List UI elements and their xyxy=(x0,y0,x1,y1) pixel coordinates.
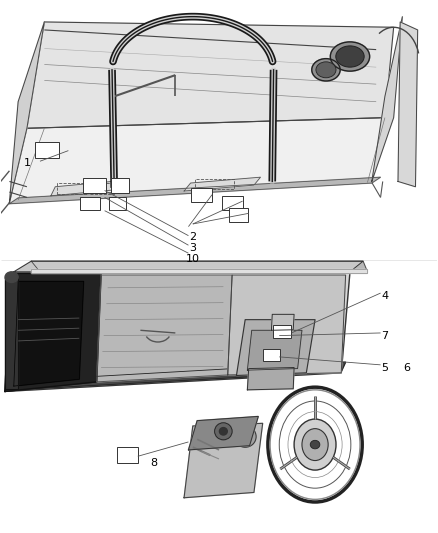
Bar xyxy=(273,325,291,338)
Bar xyxy=(81,197,100,211)
Polygon shape xyxy=(247,330,302,370)
Text: 3: 3 xyxy=(189,243,196,253)
Polygon shape xyxy=(14,281,84,386)
Text: 10: 10 xyxy=(186,254,200,263)
Bar xyxy=(83,177,106,192)
Ellipse shape xyxy=(219,427,227,435)
Polygon shape xyxy=(184,177,261,191)
Polygon shape xyxy=(27,22,394,128)
Ellipse shape xyxy=(336,46,364,67)
Bar xyxy=(1,1,437,259)
Bar xyxy=(229,208,248,222)
Polygon shape xyxy=(237,320,315,375)
Polygon shape xyxy=(5,272,350,391)
Bar xyxy=(57,182,87,194)
Polygon shape xyxy=(228,275,346,375)
Bar xyxy=(111,177,129,192)
Circle shape xyxy=(294,419,336,470)
Bar xyxy=(191,188,212,202)
Ellipse shape xyxy=(310,440,320,449)
Polygon shape xyxy=(97,275,232,382)
Text: 4: 4 xyxy=(381,290,389,301)
Polygon shape xyxy=(14,362,346,390)
Polygon shape xyxy=(31,269,367,273)
Ellipse shape xyxy=(312,59,340,81)
Text: 1: 1 xyxy=(23,158,30,168)
Bar xyxy=(222,196,243,210)
Polygon shape xyxy=(10,177,381,204)
Text: 7: 7 xyxy=(381,330,389,341)
Polygon shape xyxy=(184,423,263,498)
Text: 2: 2 xyxy=(189,232,196,243)
Polygon shape xyxy=(10,118,385,203)
Ellipse shape xyxy=(330,42,370,71)
Bar xyxy=(110,197,126,211)
Text: 8: 8 xyxy=(150,458,157,468)
Bar xyxy=(117,447,138,463)
Polygon shape xyxy=(398,22,418,187)
Polygon shape xyxy=(10,22,44,203)
Polygon shape xyxy=(272,314,294,330)
Bar xyxy=(35,142,59,158)
Circle shape xyxy=(302,429,328,461)
Polygon shape xyxy=(31,261,367,272)
Polygon shape xyxy=(188,416,258,450)
Polygon shape xyxy=(5,273,101,391)
Ellipse shape xyxy=(316,62,336,78)
Polygon shape xyxy=(372,17,403,181)
Ellipse shape xyxy=(215,423,232,440)
Ellipse shape xyxy=(5,272,18,282)
Ellipse shape xyxy=(234,426,256,447)
Bar xyxy=(195,179,234,189)
Bar xyxy=(263,350,280,361)
Bar xyxy=(1,261,437,532)
Polygon shape xyxy=(5,277,18,389)
Text: 5: 5 xyxy=(381,362,389,373)
Polygon shape xyxy=(14,261,363,272)
Text: 6: 6 xyxy=(403,362,410,373)
Bar xyxy=(90,182,114,194)
Polygon shape xyxy=(247,368,294,390)
Polygon shape xyxy=(51,180,130,196)
